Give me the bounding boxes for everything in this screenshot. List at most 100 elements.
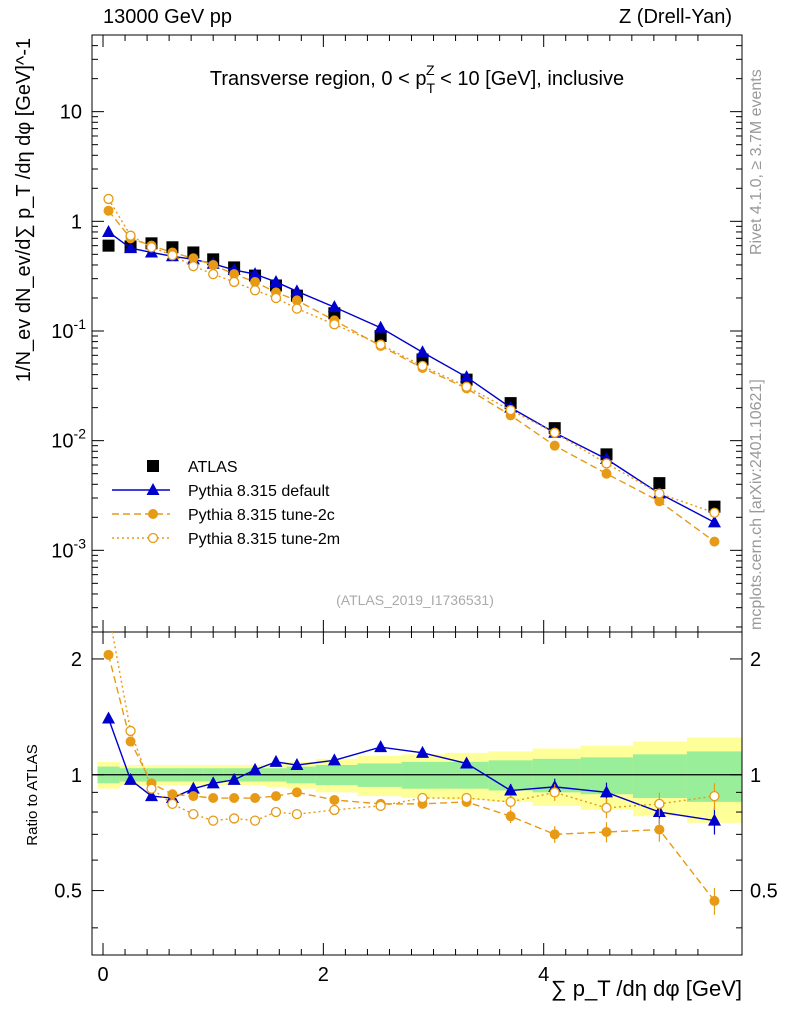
ratio-point-3 (709, 790, 720, 802)
ratio-point-1 (290, 758, 304, 771)
data-point-3 (461, 381, 472, 392)
data-point-1 (707, 515, 721, 528)
ratio-point-1 (504, 783, 518, 796)
data-point-3 (417, 360, 428, 372)
ratio-point-3 (167, 798, 178, 810)
ratio-bands (92, 737, 742, 823)
ratio-point-2 (654, 824, 665, 835)
data-point-2 (250, 276, 261, 287)
ratio-point-1 (227, 772, 241, 785)
ratio-point-2 (188, 791, 199, 802)
data-point-2 (654, 496, 665, 507)
ratio-y-tick-label: 0.5 (54, 881, 82, 903)
ratio-point-1 (460, 756, 474, 769)
ratio-point-3 (188, 808, 199, 820)
data-point-2 (709, 536, 720, 547)
ratio-point-2 (505, 811, 516, 822)
header-right: Z (Drell-Yan) (619, 6, 732, 28)
data-point-0 (653, 477, 666, 490)
ratio-point-3 (549, 787, 560, 798)
x-tick-label: 2 (318, 964, 329, 986)
ratio-y-tick-label: 2 (71, 649, 82, 671)
ratio-point-2 (549, 829, 560, 840)
ratio-point-1 (206, 776, 220, 789)
ratio-point-2 (270, 791, 281, 802)
data-point-1 (248, 267, 262, 280)
data-point-3 (103, 193, 114, 205)
ratio-point-1 (124, 772, 138, 785)
header-left: 13000 GeV pp (103, 6, 232, 28)
x-tick-label: 4 (538, 964, 549, 986)
ratio-y-tick-label-right: 1 (750, 765, 761, 787)
data-point-2 (208, 259, 219, 270)
ratio-band-inner (632, 754, 688, 799)
data-point-3 (208, 268, 219, 280)
ratio-point-3 (228, 813, 240, 824)
data-point-1 (269, 274, 283, 287)
data-point-3 (188, 261, 199, 272)
data-point-3 (249, 285, 261, 296)
data-point-1 (327, 300, 341, 313)
data-point-1 (124, 241, 138, 254)
data-point-2 (103, 205, 114, 216)
ratio-point-3 (654, 798, 665, 810)
ratio-point-2 (125, 736, 136, 747)
legend-marker (146, 483, 160, 495)
x-axis-label: ∑ p_T /dη dφ [GeV] (551, 976, 742, 1001)
y-tick-label: 10-3 (51, 535, 86, 562)
data-point-2 (291, 295, 302, 306)
data-point-0 (102, 239, 115, 252)
data-point-3 (601, 458, 612, 469)
legend-marker (147, 460, 159, 472)
data-point-3 (709, 507, 720, 518)
data-point-2 (601, 468, 612, 479)
ratio-frame (91, 631, 743, 956)
ratio-point-1 (707, 813, 721, 826)
y-axis-label: 1/N_ev dN_ev/d∑ p_T /dη dφ [GeV]^-1 (13, 38, 35, 382)
ratio-point-3 (146, 783, 157, 794)
ratio-point-1 (327, 753, 341, 766)
ratio-point-3 (291, 808, 303, 820)
data-point-3 (146, 242, 157, 253)
ratio-point-1 (248, 762, 262, 775)
legend-marker (147, 532, 159, 544)
ratio-y-tick-label-right: 0.5 (750, 881, 778, 903)
main-plot-area (102, 193, 721, 547)
ratio-point-1 (102, 711, 116, 724)
data-point-3 (375, 339, 386, 350)
legend: ATLAS Pythia 8.315 default Pythia 8.315 tu… (112, 459, 340, 548)
ratio-point-2 (103, 649, 114, 660)
ratio-plot-area (102, 607, 721, 915)
ratio-y-tick-label-right: 2 (750, 649, 761, 671)
data-point-3 (505, 404, 516, 416)
ratio-point-3 (270, 806, 282, 818)
data-point-3 (270, 292, 282, 304)
ratio-point-3 (104, 607, 113, 616)
y-tick-label: 10 (60, 102, 82, 124)
data-point-1 (290, 284, 304, 297)
data-point-1 (460, 370, 474, 383)
ratio-point-2 (601, 826, 612, 837)
chart-title: Transverse region, 0 < pTZ < 10 [GeV], i… (210, 62, 624, 96)
ratio-point-1 (144, 789, 158, 802)
x-tick-label: 0 (97, 964, 108, 986)
ratio-point-2 (167, 789, 178, 800)
data-point-3 (549, 427, 560, 438)
ratio-point-3 (249, 815, 261, 826)
series-line-1 (108, 231, 715, 523)
data-point-3 (228, 276, 240, 288)
ratio-point-2 (291, 787, 302, 798)
ratio-point-1 (269, 754, 283, 767)
ratio-y-axis-label: Ratio to ATLAS (24, 744, 41, 845)
ratio-point-3 (125, 725, 136, 737)
data-point-2 (549, 440, 560, 451)
ratio-point-1 (599, 785, 613, 798)
legend-marker (148, 509, 158, 519)
data-point-1 (416, 345, 430, 358)
data-point-3 (167, 250, 178, 261)
ratio-point-3 (375, 800, 386, 812)
legend-label: Pythia 8.315 tune-2c (188, 507, 335, 524)
legend-label: ATLAS (188, 459, 238, 476)
ratio-point-2 (250, 793, 261, 804)
